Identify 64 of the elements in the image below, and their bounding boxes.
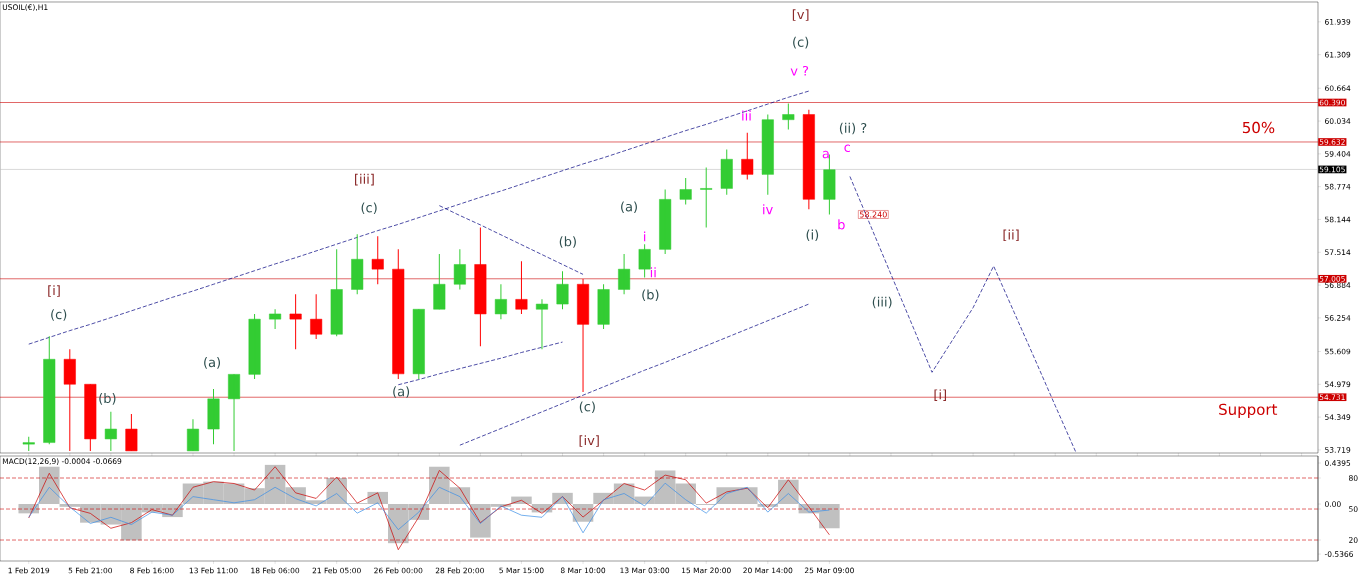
candlestick (330, 248, 343, 337)
annotation: a (822, 150, 829, 159)
annotation: (i) (806, 229, 819, 242)
annotation: (a) (621, 201, 637, 213)
candlestick (186, 418, 199, 452)
candlestick (392, 248, 405, 380)
annotation: (b) (99, 393, 116, 405)
candlestick (638, 243, 651, 278)
candlestick (412, 308, 425, 380)
candlestick (700, 167, 713, 228)
candlestick (351, 233, 364, 295)
candlestick (207, 388, 220, 445)
annotation: iii (742, 110, 751, 121)
candlestick (453, 248, 466, 290)
candlestick (43, 335, 56, 445)
annotation: (c) (793, 36, 809, 49)
candlestick (269, 308, 282, 330)
annotation: (iii) (872, 296, 892, 309)
annotation: (b) (559, 236, 576, 248)
candlestick (515, 260, 528, 315)
annotation: (c) (579, 401, 595, 413)
annotation: 50% (1242, 121, 1275, 134)
candlestick (597, 283, 610, 330)
annotation: [v] (792, 9, 809, 21)
annotation: [iv] (579, 435, 599, 447)
candlestick (22, 436, 35, 452)
annotation: (ii) ? (839, 122, 867, 135)
candlestick (248, 313, 261, 380)
candlestick (720, 148, 733, 196)
candlestick (535, 298, 548, 350)
annotation: Support (1219, 403, 1278, 418)
candlestick (802, 109, 815, 210)
candlestick (474, 227, 487, 347)
annotation: b (838, 219, 845, 230)
annotation: (a) (204, 357, 221, 369)
annotation: (b) (642, 289, 659, 301)
candlestick (371, 235, 384, 285)
annotation: [ii] (1003, 229, 1019, 242)
candlestick (556, 270, 569, 310)
candlestick (63, 348, 76, 452)
annotation: 58.240 (859, 211, 887, 218)
candlestick (104, 411, 117, 452)
annotation: ii (650, 267, 656, 278)
candlestick (289, 293, 302, 350)
annotation: [i] (934, 389, 947, 401)
candlestick (761, 113, 774, 196)
annotation: v ? (790, 65, 809, 76)
annotation: (a) (393, 386, 410, 398)
annotation: i (644, 231, 646, 242)
candlestick (433, 253, 446, 310)
candlestick (741, 132, 754, 181)
candlestick (310, 293, 323, 340)
candlestick (659, 188, 672, 255)
annotation: [i] (48, 285, 60, 297)
candlestick (782, 103, 795, 131)
candlestick (679, 177, 692, 206)
annotation: c (844, 144, 851, 153)
candlestick (125, 413, 138, 452)
annotation: (c) (361, 202, 377, 215)
candlestick (84, 383, 97, 452)
annotation: [iii] (355, 173, 374, 186)
annotation: (c) (51, 309, 67, 321)
line-series (28, 482, 830, 534)
annotation: iv (763, 204, 773, 215)
